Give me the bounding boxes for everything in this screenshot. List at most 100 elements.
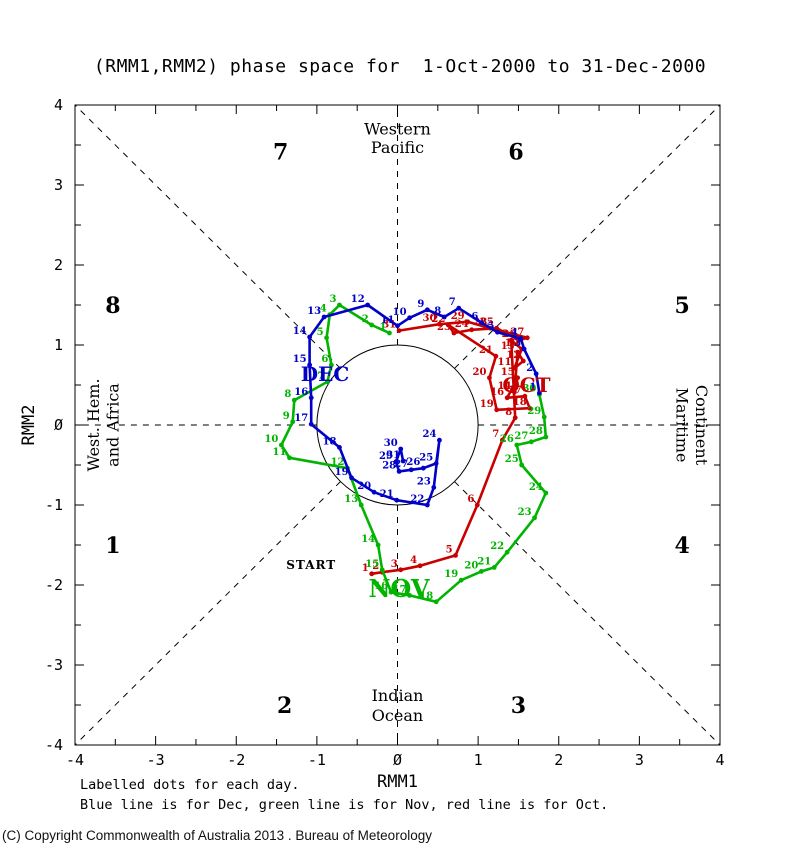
- dec-day-label: 27: [394, 459, 408, 470]
- oct-day-label: 14: [497, 381, 511, 392]
- dec-day-label: 21: [380, 489, 394, 500]
- y-tick-label: -1: [45, 496, 63, 514]
- dec-day-label: 6: [471, 312, 478, 323]
- nov-day-dot: [369, 322, 375, 328]
- phase-number-6: 6: [508, 139, 523, 165]
- dec-day-dot: [518, 336, 524, 341]
- nov-day-label: 23: [518, 507, 532, 518]
- dec-day-dot: [394, 497, 400, 503]
- dec-day-label: 7: [449, 297, 456, 308]
- dec-day-dot: [441, 314, 447, 320]
- oct-day-label: 22: [431, 314, 445, 325]
- x-tick-label: 4: [715, 751, 724, 769]
- region-label-maritime-continent: Maritime: [672, 388, 691, 463]
- nov-day-dot: [514, 442, 520, 448]
- dec-day-label: 18: [323, 436, 337, 447]
- oct-day-label: 7: [492, 429, 499, 440]
- region-label-western-pacific: Pacific: [371, 138, 424, 157]
- dec-day-dot: [321, 314, 327, 320]
- start-marker-label: START: [286, 558, 336, 572]
- y-tick-label: 2: [54, 256, 63, 274]
- dec-day-dot: [533, 371, 539, 377]
- dec-day-dot: [396, 469, 402, 474]
- octant-divider: [454, 481, 721, 746]
- dec-day-dot: [420, 465, 426, 471]
- dec-day-dot: [308, 395, 314, 401]
- nov-day-dot: [543, 490, 549, 496]
- dec-day-label: 11: [381, 315, 395, 326]
- nov-day-label: 9: [283, 411, 290, 422]
- oct-day-label: 23: [437, 322, 451, 333]
- dec-day-dot: [424, 307, 430, 313]
- dec-day-label: 23: [417, 476, 431, 487]
- nov-day-label: 3: [329, 294, 336, 305]
- oct-day-dot: [453, 553, 458, 558]
- dec-day-dot: [537, 390, 542, 396]
- oct-day-dot: [527, 405, 533, 411]
- oct-day-dot: [524, 335, 530, 341]
- nov-day-label: 17: [393, 584, 407, 595]
- oct-day-label: 8: [505, 407, 512, 418]
- dec-day-label: 26: [406, 457, 420, 468]
- oct-day-dot: [469, 327, 475, 333]
- nov-day-label: 4: [320, 304, 327, 315]
- y-tick-label: -3: [45, 656, 63, 674]
- region-label-western-pacific: Western: [364, 120, 431, 139]
- nov-day-label: 11: [273, 447, 287, 458]
- nov-day-dot: [433, 599, 439, 605]
- oct-day-dot: [369, 571, 375, 577]
- nov-day-label: 22: [490, 541, 504, 552]
- month-label-dec: DEC: [301, 362, 350, 386]
- nov-day-dot: [287, 455, 292, 461]
- nov-day-dot: [375, 542, 381, 548]
- nov-day-dot: [541, 414, 547, 420]
- dec-day-label: 24: [423, 429, 437, 440]
- oct-day-dot: [504, 395, 510, 401]
- oct-day-label: 10: [505, 338, 519, 349]
- dec-day-label: 15: [293, 354, 307, 365]
- y-tick-label: 3: [54, 176, 63, 194]
- dec-day-dot: [337, 445, 342, 450]
- region-label-maritime-continent: Continent: [692, 385, 711, 466]
- oct-day-dot: [474, 502, 480, 508]
- dec-day-label: 10: [393, 307, 407, 318]
- octant-divider: [74, 481, 341, 746]
- nov-day-label: 20: [464, 560, 478, 571]
- dec-day-label: 5: [488, 321, 495, 332]
- oct-day-dot: [465, 319, 471, 325]
- oct-day-label: 25: [480, 317, 494, 328]
- region-label-west-hem-africa: West. Hem.: [84, 378, 103, 471]
- x-tick-label: 3: [635, 751, 644, 769]
- nov-day-dot: [458, 577, 464, 583]
- oct-day-dot: [493, 353, 499, 359]
- dec-day-label: 19: [335, 467, 349, 478]
- oct-day-label: 17: [508, 385, 522, 396]
- month-label-oct: OCT: [502, 373, 550, 397]
- x-tick-label: 2: [554, 751, 563, 769]
- nov-day-label: 19: [444, 569, 458, 580]
- dec-day-dot: [398, 446, 404, 452]
- phase-number-4: 4: [674, 533, 689, 559]
- dec-day-dot: [478, 320, 484, 325]
- oct-day-label: 19: [480, 399, 494, 410]
- oct-day-dot: [515, 349, 521, 355]
- nov-day-label: 25: [505, 454, 519, 465]
- region-label-west-hem-africa: and Africa: [104, 383, 123, 467]
- y-tick-label: -4: [45, 736, 63, 754]
- oct-day-label: 4: [410, 555, 417, 566]
- region-label-indian-ocean: Ocean: [372, 706, 423, 725]
- dec-day-label: 4: [511, 328, 518, 339]
- dec-day-label: 3: [514, 338, 521, 349]
- oct-day-dot: [512, 389, 517, 395]
- nov-day-label: 30: [522, 384, 536, 395]
- x-tick-label: -1: [308, 751, 326, 769]
- phase-number-1: 1: [105, 533, 120, 559]
- y-tick-label: 1: [54, 336, 63, 354]
- oct-day-dot: [520, 358, 526, 364]
- nov-day-dot: [337, 302, 342, 308]
- month-label-nov: NOV: [368, 574, 429, 603]
- oct-day-label: 2: [372, 561, 379, 572]
- nov-day-label: 12: [331, 457, 345, 468]
- phase-number-5: 5: [674, 293, 689, 319]
